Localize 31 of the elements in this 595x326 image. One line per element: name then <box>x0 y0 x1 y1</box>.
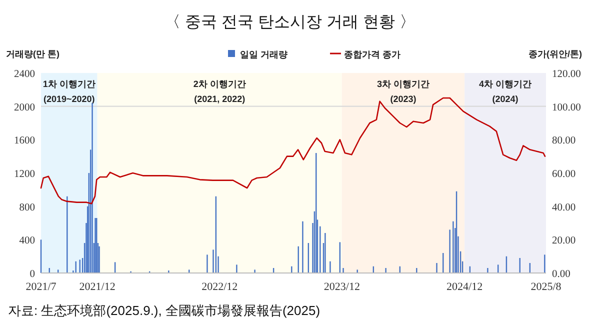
y2-tick-label: 60.00 <box>552 169 576 180</box>
legend-label: 종합가격 종가 <box>344 50 401 60</box>
band-label: 3차 이행기간 (2023) <box>376 79 430 104</box>
x-tick-label: 2021/12 <box>79 281 116 293</box>
legend-label: 일일 거래량 <box>240 50 288 60</box>
x-tick-label: 2025/8 <box>530 281 562 293</box>
x-tick-label: 2024/12 <box>446 281 483 293</box>
x-tick-label: 2022/12 <box>202 281 238 293</box>
y2-axis-title: 종가(위안/톤) <box>528 49 582 59</box>
band-label: 4차 이행기간 (2024) <box>479 79 532 104</box>
y-tick-label: 2000 <box>14 102 35 114</box>
y2-tick-label: 80.00 <box>552 136 576 147</box>
x-tick-label: 2023/12 <box>324 281 360 293</box>
y-axis-title: 거래량(만 톤) <box>6 49 60 59</box>
y2-tick-label: 40.00 <box>552 202 576 214</box>
y2-tick-label: 100.00 <box>552 102 581 114</box>
y-tick-label: 1200 <box>14 169 35 180</box>
y2-tick-label: 20.00 <box>552 236 576 247</box>
text: 자료: 生态环境部(2025.9.), 全國碳市場發展報告(2025) <box>8 303 320 318</box>
x-tick-label: 2021/7 <box>26 281 57 293</box>
band-label: 2차 이행기간 (2021, 2022) <box>193 79 246 104</box>
y-tick-label: 400 <box>19 236 35 247</box>
y2-tick-label: 0.00 <box>552 269 570 280</box>
chart-title: 〈 중국 전국 탄소시장 거래 현황 〉 <box>164 14 416 31</box>
y-tick-label: 0 <box>30 269 35 280</box>
band-label: 1차 이행기간 (2019~2020) <box>42 79 96 104</box>
line-series <box>40 97 546 204</box>
y-tick-label: 1600 <box>14 136 35 147</box>
y-tick-label: 800 <box>19 202 35 214</box>
y-tick-label: 2400 <box>14 69 35 80</box>
y2-tick-label: 120.00 <box>552 69 581 80</box>
